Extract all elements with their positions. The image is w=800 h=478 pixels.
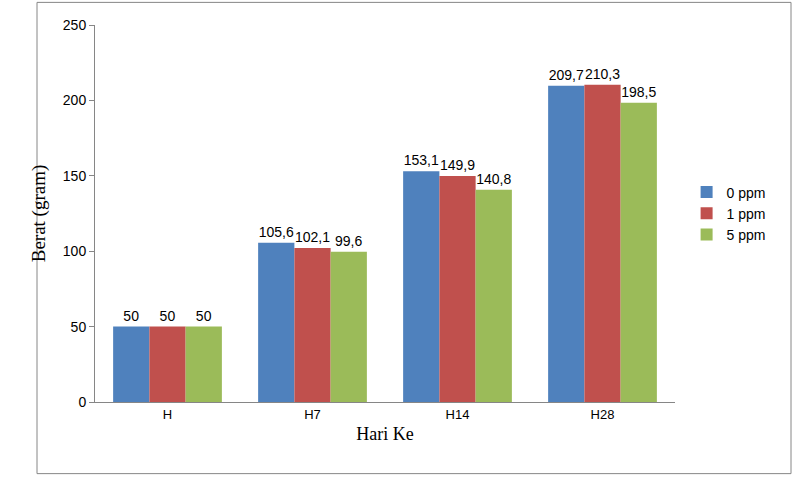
svg-text:210,3: 210,3 <box>585 66 620 82</box>
svg-text:1 ppm: 1 ppm <box>727 206 766 222</box>
svg-text:50: 50 <box>160 308 176 324</box>
svg-text:209,7: 209,7 <box>549 67 584 83</box>
svg-text:H28: H28 <box>591 407 615 422</box>
svg-text:99,6: 99,6 <box>335 233 362 249</box>
svg-text:H14: H14 <box>446 407 470 422</box>
svg-text:50: 50 <box>123 308 139 324</box>
svg-text:0 ppm: 0 ppm <box>727 185 766 201</box>
svg-text:140,8: 140,8 <box>476 171 511 187</box>
svg-text:250: 250 <box>63 17 87 33</box>
svg-text:H: H <box>163 407 172 422</box>
svg-text:100: 100 <box>63 243 87 259</box>
svg-text:198,5: 198,5 <box>621 84 656 100</box>
svg-text:150: 150 <box>63 168 87 184</box>
svg-text:50: 50 <box>196 308 212 324</box>
svg-text:0: 0 <box>78 394 86 410</box>
svg-text:153,1: 153,1 <box>404 152 439 168</box>
svg-text:102,1: 102,1 <box>295 229 330 245</box>
svg-text:Hari Ke: Hari Ke <box>356 424 413 444</box>
svg-text:H7: H7 <box>304 407 321 422</box>
svg-text:105,6: 105,6 <box>259 224 294 240</box>
svg-text:Berat (gram): Berat (gram) <box>28 165 50 263</box>
svg-text:149,9: 149,9 <box>440 157 475 173</box>
svg-text:5 ppm: 5 ppm <box>727 227 766 243</box>
svg-text:200: 200 <box>63 92 87 108</box>
svg-text:50: 50 <box>71 319 87 335</box>
